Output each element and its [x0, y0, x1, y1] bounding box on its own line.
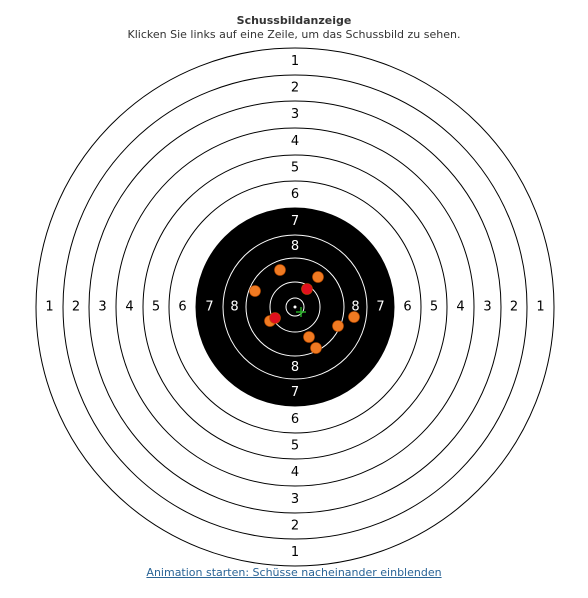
inner-ring-1 — [245, 257, 345, 357]
ring-label-8-left: 8 — [230, 300, 238, 315]
ring-label-6-top: 6 — [291, 187, 299, 202]
shot-mark-7 — [332, 320, 344, 332]
ring-label-8-bottom: 8 — [291, 360, 299, 375]
ring-label-4-right: 4 — [456, 300, 464, 315]
shot-mark-6 — [269, 312, 281, 324]
inner-ring-2 — [269, 281, 321, 333]
ring-label-6-right: 6 — [403, 300, 411, 315]
ring-label-2-top: 2 — [291, 81, 299, 96]
ring-label-4-left: 4 — [125, 300, 133, 315]
ring-label-4-top: 4 — [291, 134, 299, 149]
header: Schussbildanzeige Klicken Sie links auf … — [0, 14, 588, 41]
ring-label-4-bottom: 4 — [291, 465, 299, 480]
ring-label-1-right: 1 — [536, 300, 544, 315]
shot-mark-10 — [310, 342, 322, 354]
ring-label-2-bottom: 2 — [291, 519, 299, 534]
instruction-text: Klicken Sie links auf eine Zeile, um das… — [127, 28, 461, 41]
ring-label-1-top: 1 — [291, 54, 299, 69]
start-animation-link[interactable]: Animation starten: Schüsse nacheinander … — [146, 566, 442, 579]
inner-ring-3 — [285, 297, 305, 317]
ring-label-7-left: 7 — [205, 300, 213, 315]
page-title: Schussbildanzeige — [236, 14, 352, 27]
ring-label-7-bottom: 7 — [291, 385, 299, 400]
ring-label-5-left: 5 — [152, 300, 160, 315]
ring-label-8-right: 8 — [351, 300, 359, 315]
ring-label-6-bottom: 6 — [291, 412, 299, 427]
shot-mark-3 — [301, 283, 313, 295]
ring-label-5-bottom: 5 — [291, 439, 299, 454]
ring-label-6-left: 6 — [178, 300, 186, 315]
shot-mark-4 — [249, 285, 261, 297]
ring-label-5-top: 5 — [291, 161, 299, 176]
animation-row: Animation starten: Schüsse nacheinander … — [0, 566, 588, 580]
ring-label-2-right: 2 — [510, 300, 518, 315]
ring-label-7-right: 7 — [376, 300, 384, 315]
shot-mark-1 — [274, 264, 286, 276]
ring-label-1-bottom: 1 — [291, 545, 299, 560]
shot-mark-8 — [348, 311, 360, 323]
center-dot — [293, 305, 297, 309]
ring-label-7-top: 7 — [291, 214, 299, 229]
shot-mark-9 — [303, 331, 315, 343]
ring-label-2-left: 2 — [72, 300, 80, 315]
ring-label-3-right: 3 — [483, 300, 491, 315]
ring-label-3-bottom: 3 — [291, 492, 299, 507]
ring-label-3-top: 3 — [291, 107, 299, 122]
ring-label-5-right: 5 — [430, 300, 438, 315]
group-center-icon — [296, 307, 306, 317]
ring-label-3-left: 3 — [98, 300, 106, 315]
ring-label-1-left: 1 — [45, 300, 53, 315]
ring-8 — [222, 234, 368, 380]
shot-mark-2 — [312, 271, 324, 283]
ring-label-8-top: 8 — [291, 239, 299, 254]
